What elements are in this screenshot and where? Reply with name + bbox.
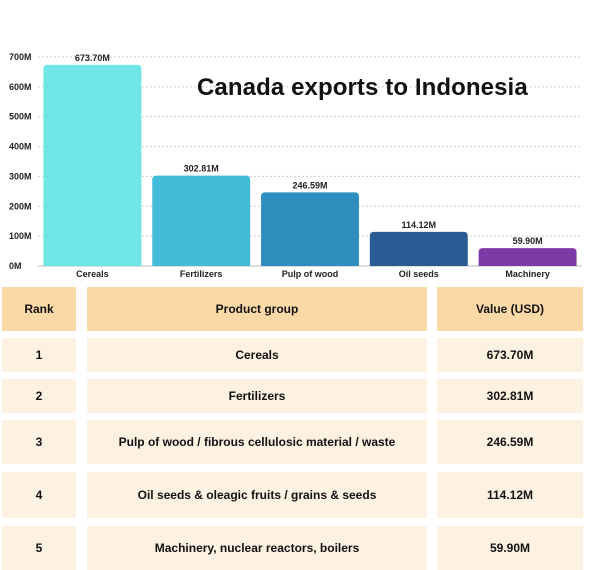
bar: [152, 175, 251, 266]
y-tick-label: 0M: [9, 261, 22, 271]
product-cell: Fertilizers: [87, 379, 427, 413]
bar: [369, 231, 468, 266]
header-value: Value (USD): [437, 287, 583, 331]
y-tick-label: 700M: [9, 52, 32, 62]
product-cell: Machinery, nuclear reactors, boilers: [87, 526, 427, 570]
bar-value-label: 59.90M: [513, 236, 543, 246]
header-rank: Rank: [2, 287, 76, 331]
y-tick-label: 500M: [9, 112, 32, 122]
chart-title: Canada exports to Indonesia: [197, 74, 528, 101]
rank-cell: 2: [2, 379, 76, 413]
header-product-group: Product group: [87, 287, 427, 331]
value-cell: 673.70M: [437, 338, 583, 372]
x-tick-label: Machinery: [505, 269, 550, 279]
y-tick-label: 400M: [9, 142, 32, 152]
y-tick-label: 300M: [9, 171, 32, 181]
rank-cell: 5: [2, 526, 76, 570]
product-cell: Oil seeds & oleagic fruits / grains & se…: [87, 472, 427, 518]
table-header-row: Rank Product group Value (USD): [0, 284, 590, 332]
bar-value-label: 246.59M: [292, 180, 327, 190]
value-cell: 59.90M: [437, 526, 583, 570]
x-tick-label: Oil seeds: [399, 269, 439, 279]
x-tick-label: Fertilizers: [180, 269, 223, 279]
value-cell: 114.12M: [437, 472, 583, 518]
bar: [43, 64, 142, 266]
bar-chart: 0M 100M 200M 300M 400M 500M 600M 700M 673.70M Cer…: [9, 52, 582, 279]
y-tick-label: 100M: [9, 231, 32, 241]
rank-cell: 3: [2, 420, 76, 464]
rank-cell: 4: [2, 472, 76, 518]
bar-value-label: 673.70M: [75, 53, 110, 63]
product-cell: Pulp of wood / fibrous cellulosic materi…: [87, 420, 427, 464]
y-tick-label: 600M: [9, 82, 32, 92]
value-cell: 246.59M: [437, 420, 583, 464]
bar: [478, 248, 577, 266]
bar-value-label: 302.81M: [184, 164, 219, 174]
value-cell: 302.81M: [437, 379, 583, 413]
product-cell: Cereals: [87, 338, 427, 372]
bar-value-label: 114.12M: [402, 220, 437, 230]
rank-cell: 1: [2, 338, 76, 372]
bar: [261, 192, 359, 266]
x-tick-label: Pulp of wood: [282, 269, 339, 279]
x-tick-label: Cereals: [76, 269, 109, 279]
y-tick-label: 200M: [9, 201, 32, 211]
